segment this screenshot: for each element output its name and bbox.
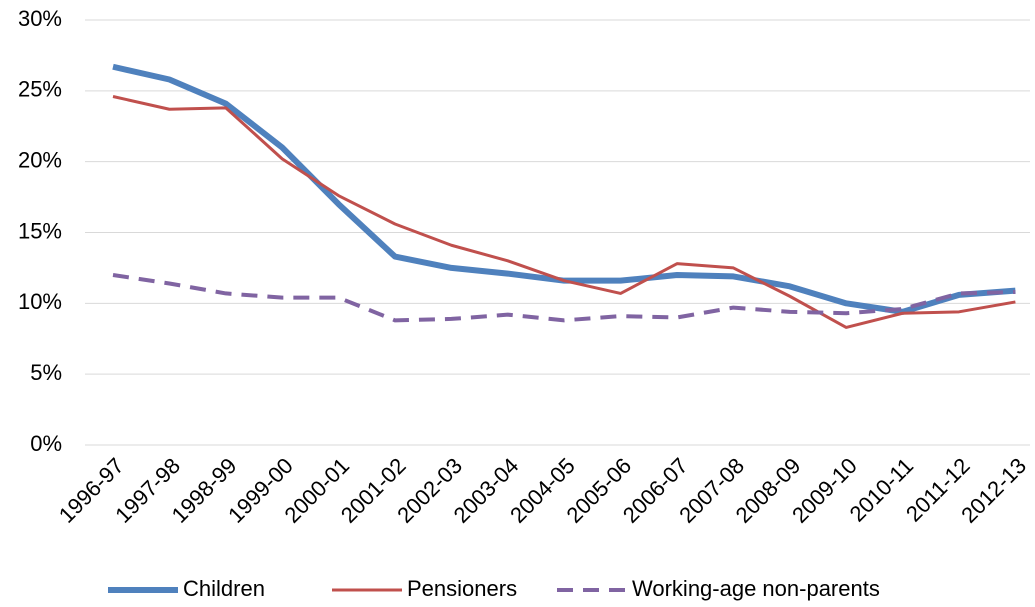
- y-tick-label: 10%: [18, 289, 62, 314]
- series-line: [112, 273, 1016, 323]
- y-tick-label: 20%: [18, 147, 62, 172]
- legend-label: Pensioners: [407, 576, 517, 601]
- y-tick-label: 15%: [18, 218, 62, 243]
- y-tick-label: 25%: [18, 77, 62, 102]
- y-tick-label: 30%: [18, 6, 62, 31]
- legend-label: Children: [183, 576, 265, 601]
- series-line: [112, 95, 1016, 329]
- legend-label: Working-age non-parents: [632, 576, 880, 601]
- y-tick-label: 5%: [30, 360, 62, 385]
- series-line: [112, 63, 1016, 315]
- y-tick-label: 0%: [30, 431, 62, 456]
